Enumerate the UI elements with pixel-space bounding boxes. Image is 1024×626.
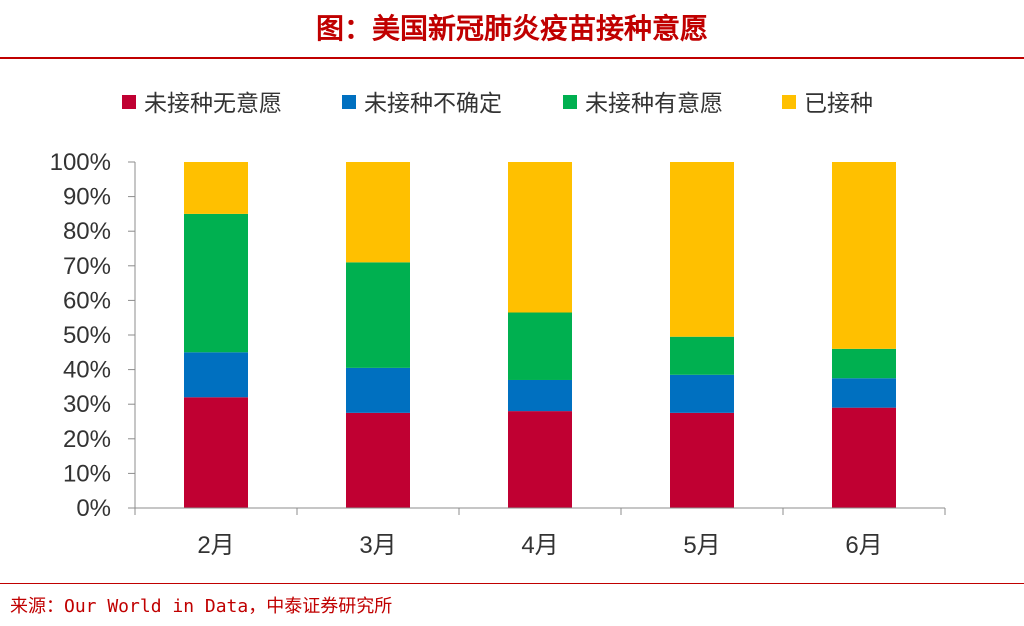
legend-swatch <box>122 95 136 109</box>
bar-segment <box>832 407 896 508</box>
y-tick-label: 60% <box>63 287 111 314</box>
y-tick-label: 40% <box>63 357 111 384</box>
bar-segment <box>670 162 734 337</box>
legend-swatch <box>563 95 577 109</box>
bar-segment <box>346 162 410 263</box>
bar-segment <box>508 312 572 380</box>
bar-segment <box>346 412 410 508</box>
legend-label: 未接种无意愿 <box>144 91 282 117</box>
source-divider <box>0 583 1024 584</box>
bar-segment <box>184 213 248 353</box>
bar-segment <box>832 162 896 349</box>
legend-label: 未接种有意愿 <box>585 91 723 117</box>
bar-segment <box>508 411 572 508</box>
bar-segment <box>670 412 734 508</box>
y-tick-label: 10% <box>63 460 111 487</box>
bars <box>184 162 896 508</box>
legend-swatch <box>342 95 356 109</box>
bar-segment <box>184 397 248 508</box>
bar-segment <box>832 348 896 379</box>
x-tick-label: 3月 <box>359 532 396 559</box>
bar-segment <box>508 162 572 313</box>
title-divider <box>0 57 1024 59</box>
x-tick-label: 5月 <box>683 532 720 559</box>
axes: 0% 10% 20% 30% 40% 50% 60% 70% 80% 90% 100% 2月 3月 4月 5… <box>50 149 946 559</box>
chart-title: 图：美国新冠肺炎疫苗接种意愿 <box>315 12 708 45</box>
source-note: 来源：Our World in Data，中泰证券研究所 <box>10 596 393 617</box>
bar-segment <box>184 352 248 398</box>
legend-label: 未接种不确定 <box>364 91 502 117</box>
bar-segment <box>508 379 572 412</box>
y-tick-label: 70% <box>63 253 111 280</box>
y-tick-label: 90% <box>63 184 111 211</box>
stacked-bar-chart: 未接种无意愿 未接种不确定 未接种有意愿 已接种 0% 10% 20% 30% 40% 50% 6… <box>50 91 946 559</box>
legend-label: 已接种 <box>804 91 873 117</box>
y-tick-label: 0% <box>76 495 111 522</box>
bar-segment <box>346 262 410 368</box>
bar-segment <box>670 336 734 375</box>
x-tick-label: 4月 <box>521 532 558 559</box>
y-tick-label: 20% <box>63 426 111 453</box>
bar-segment <box>184 162 248 214</box>
x-tick-label: 6月 <box>845 532 882 559</box>
y-tick-label: 80% <box>63 218 111 245</box>
legend: 未接种无意愿 未接种不确定 未接种有意愿 已接种 <box>122 91 873 117</box>
y-tick-label: 30% <box>63 391 111 418</box>
legend-swatch <box>782 95 796 109</box>
y-tick-label: 50% <box>63 322 111 349</box>
x-tick-label: 2月 <box>197 532 234 559</box>
bar-segment <box>832 378 896 408</box>
y-tick-label: 100% <box>50 149 111 176</box>
bar-segment <box>670 374 734 413</box>
bar-segment <box>346 367 410 413</box>
